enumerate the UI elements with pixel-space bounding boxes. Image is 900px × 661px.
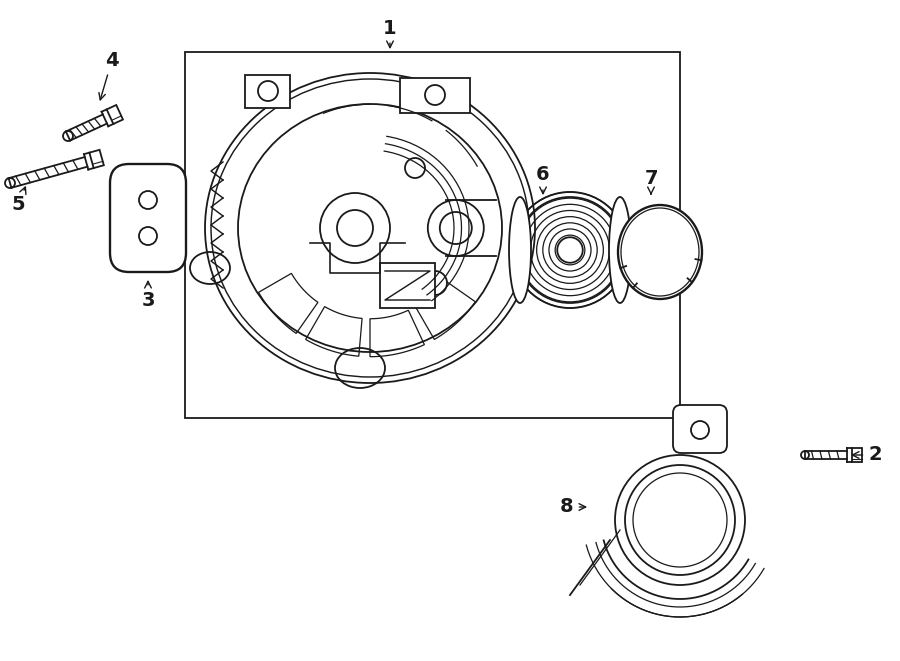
Circle shape	[139, 227, 157, 245]
Circle shape	[139, 191, 157, 209]
Circle shape	[691, 421, 709, 439]
Text: 5: 5	[11, 187, 26, 215]
Circle shape	[625, 465, 735, 575]
Text: 7: 7	[644, 169, 658, 194]
Ellipse shape	[618, 205, 702, 299]
Polygon shape	[400, 78, 470, 113]
Bar	[185, 52, 680, 418]
Text: 8: 8	[560, 498, 586, 516]
Polygon shape	[107, 105, 123, 124]
Bar	[380, 263, 435, 308]
Circle shape	[405, 158, 425, 178]
Text: 4: 4	[99, 50, 119, 100]
Circle shape	[425, 85, 445, 105]
Circle shape	[258, 81, 278, 101]
Circle shape	[440, 212, 472, 244]
Ellipse shape	[509, 197, 531, 303]
Polygon shape	[89, 150, 104, 168]
Polygon shape	[245, 75, 290, 108]
Circle shape	[557, 237, 583, 263]
FancyBboxPatch shape	[673, 405, 727, 453]
Circle shape	[5, 178, 15, 188]
Text: 2: 2	[852, 446, 882, 465]
Circle shape	[63, 131, 73, 141]
Polygon shape	[852, 448, 861, 462]
Text: 1: 1	[383, 19, 397, 48]
Circle shape	[423, 271, 447, 295]
Circle shape	[633, 473, 727, 567]
Text: 3: 3	[141, 282, 155, 309]
Circle shape	[615, 455, 745, 585]
FancyBboxPatch shape	[110, 164, 186, 272]
Ellipse shape	[609, 197, 631, 303]
Text: 6: 6	[536, 165, 550, 194]
Circle shape	[801, 451, 809, 459]
Circle shape	[428, 200, 484, 256]
Circle shape	[320, 193, 390, 263]
Circle shape	[337, 210, 373, 246]
